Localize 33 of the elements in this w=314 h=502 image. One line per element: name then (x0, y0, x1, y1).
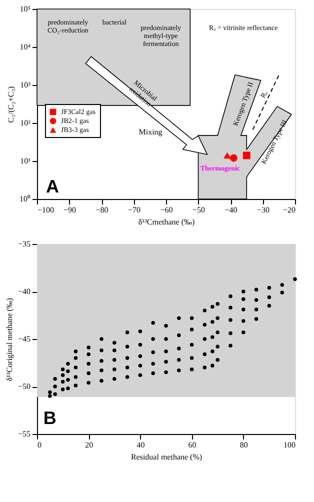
y-tick-label: 10² (20, 118, 32, 128)
x-tick-label: −70 (128, 206, 141, 214)
y-tick-label: −55 (18, 430, 30, 438)
x-tick-label: 40 (136, 440, 145, 450)
x-axis-title: Residual methane (%) (130, 452, 202, 462)
y-tick-label: 10¹ (20, 156, 32, 166)
x-tick-label: 20 (85, 440, 94, 450)
y-tick-label: 10³ (20, 80, 32, 90)
x-tick-label: 80 (240, 440, 248, 450)
y-tick-label: 10⁵ (20, 4, 31, 14)
annotation: B (43, 408, 56, 428)
x-tick-label: 100 (284, 440, 296, 450)
y-axis-title: δ¹³Coriginal methane (‰) (4, 298, 14, 382)
x-tick-label: 60 (188, 440, 196, 450)
y-tick-label: −45 (18, 334, 30, 344)
annotation: A (46, 176, 59, 197)
y-tick-label: −35 (18, 240, 30, 248)
x-tick-label: −90 (63, 206, 76, 214)
y-axis-title: C₁/(C₂+C₃) (6, 86, 16, 123)
y-tick-label: −40 (18, 287, 30, 296)
y-tick-label: −50 (18, 382, 30, 391)
x-tick-label: −50 (192, 206, 206, 214)
x-tick-label: −100 (38, 206, 54, 214)
x-tick-label: −60 (160, 206, 173, 214)
x-tick-label: 0 (38, 440, 42, 450)
annotation: Mixing (138, 128, 162, 136)
x-tick-label: −80 (96, 206, 108, 214)
x-tick-label: −40 (224, 206, 238, 214)
x-tick-label: −20 (282, 206, 296, 214)
y-tick-label: 10⁰ (20, 194, 30, 204)
y-tick-label: 10⁴ (20, 42, 31, 52)
x-tick-label: −30 (256, 206, 270, 214)
x-axis-title: δ¹³Cmethane (‰) (138, 218, 195, 226)
